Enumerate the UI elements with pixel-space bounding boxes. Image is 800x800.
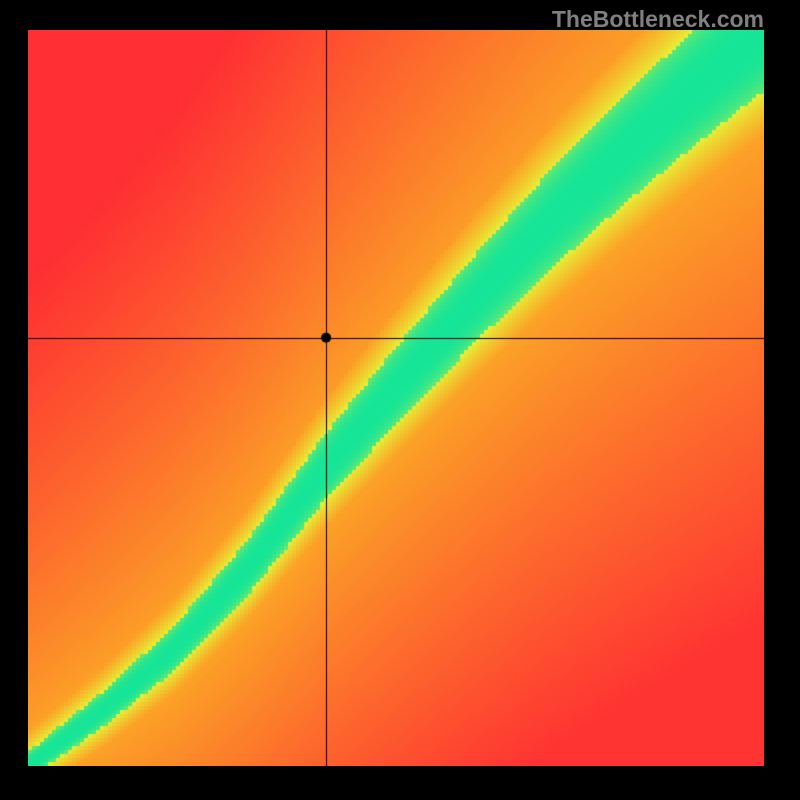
bottleneck-heatmap <box>28 30 764 766</box>
watermark-text: TheBottleneck.com <box>552 6 764 33</box>
